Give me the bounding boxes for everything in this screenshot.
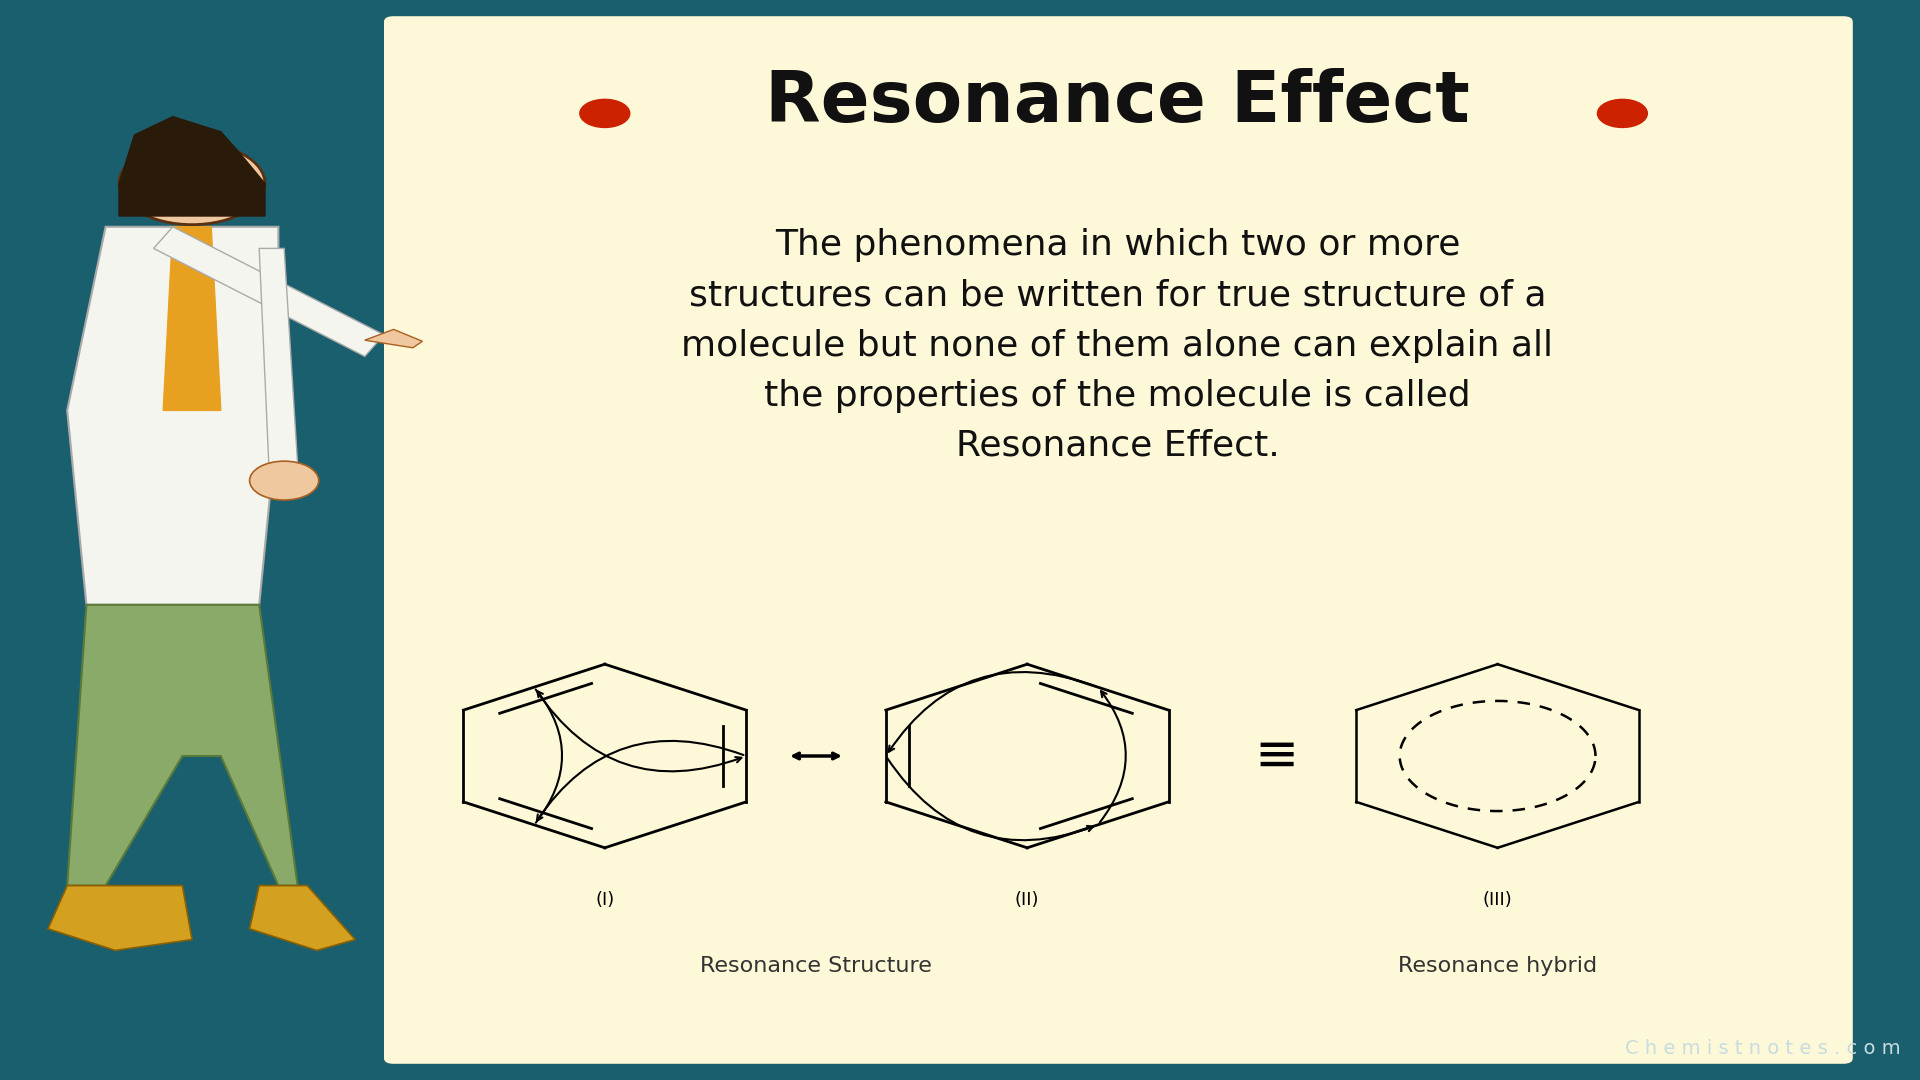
Polygon shape xyxy=(163,227,221,410)
Circle shape xyxy=(119,143,265,225)
Text: The phenomena in which two or more
structures can be written for true structure : The phenomena in which two or more struc… xyxy=(682,228,1553,463)
Polygon shape xyxy=(67,227,278,605)
Polygon shape xyxy=(250,886,355,950)
Polygon shape xyxy=(119,117,265,216)
Polygon shape xyxy=(48,886,192,950)
FancyBboxPatch shape xyxy=(384,16,1853,1064)
Polygon shape xyxy=(259,248,298,464)
Text: Resonance hybrid: Resonance hybrid xyxy=(1398,956,1597,976)
Polygon shape xyxy=(67,605,298,886)
Circle shape xyxy=(580,99,630,127)
Text: Resonance Effect: Resonance Effect xyxy=(764,68,1471,137)
Text: ≡: ≡ xyxy=(1254,730,1300,782)
Text: C h e m i s t n o t e s . c o m: C h e m i s t n o t e s . c o m xyxy=(1624,1039,1901,1058)
Text: (II): (II) xyxy=(1016,891,1039,909)
Circle shape xyxy=(1597,99,1647,127)
Text: (I): (I) xyxy=(595,891,614,909)
Circle shape xyxy=(250,461,319,500)
Polygon shape xyxy=(154,227,384,356)
Text: Resonance Structure: Resonance Structure xyxy=(701,956,931,976)
Polygon shape xyxy=(365,329,422,348)
Text: (III): (III) xyxy=(1482,891,1513,909)
